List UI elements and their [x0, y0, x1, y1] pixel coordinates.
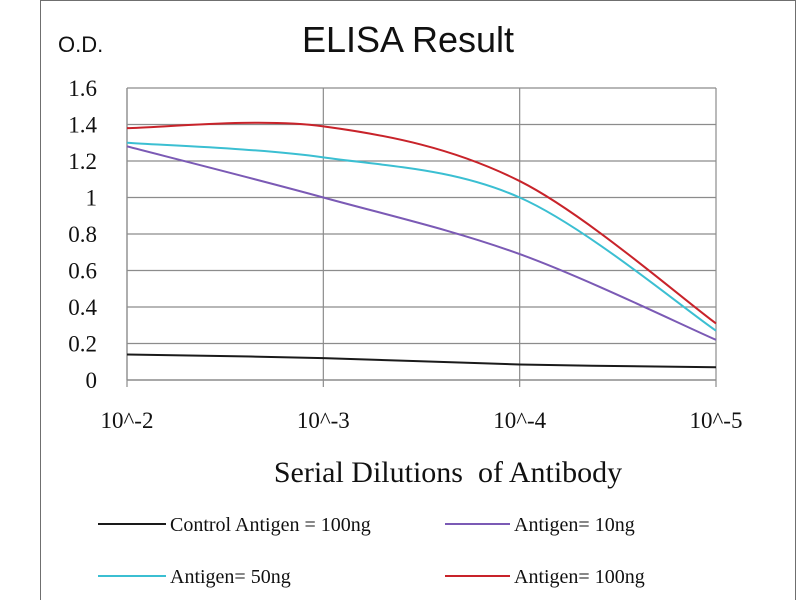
series-line-2 — [126, 141, 717, 332]
x-tick-label: 10^-5 — [690, 408, 743, 433]
y-tick-label: 0 — [86, 368, 98, 393]
y-tick-label: 1 — [86, 186, 98, 211]
y-tick-label: 1.2 — [68, 149, 97, 174]
y-tick-label: 0.8 — [68, 222, 97, 247]
y-tick-label: 0.6 — [68, 259, 97, 284]
legend-label-1: Antigen= 10ng — [514, 514, 635, 536]
axes: 0 0.2 0.4 0.6 0.8 1 1.2 1.4 1.6 10^-2 10^-3 10^-4 10… — [68, 76, 742, 433]
y-tick-label: 1.6 — [68, 76, 97, 101]
x-tick-label: 10^-3 — [297, 408, 350, 433]
legend-label-0: Control Antigen = 100ng — [170, 514, 371, 536]
series-lines — [126, 121, 717, 369]
series-line-1 — [126, 145, 717, 341]
x-tick-label: 10^-2 — [101, 408, 154, 433]
grid — [127, 87, 717, 380]
chart-title: ELISA Result — [302, 19, 514, 60]
chart-frame — [40, 0, 796, 600]
legend-label-2: Antigen= 50ng — [170, 566, 291, 588]
y-tick-label: 0.4 — [68, 295, 97, 320]
x-tick-label: 10^-4 — [493, 408, 546, 433]
x-axis-label: Serial Dilutions of Antibody — [274, 456, 622, 489]
y-tick-label: 0.2 — [68, 332, 97, 357]
legend: Control Antigen = 100ng Antigen= 10ng Anti… — [98, 514, 645, 588]
legend-label-3: Antigen= 100ng — [514, 566, 645, 588]
y-tick-label: 1.4 — [68, 113, 97, 138]
series-line-3 — [126, 121, 717, 325]
series-line-0 — [126, 353, 717, 369]
y-axis-label: O.D. — [58, 32, 103, 57]
